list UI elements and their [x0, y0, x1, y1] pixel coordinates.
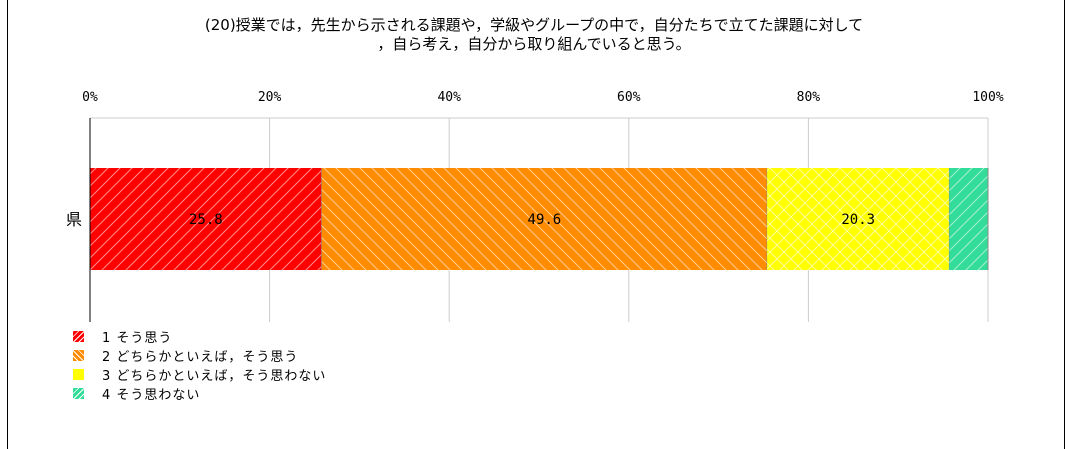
legend-item: 2 どちらかといえば，そう思う [73, 346, 326, 365]
category-label: 県 [66, 210, 82, 229]
x-tick-label: 60% [617, 90, 641, 105]
x-tick-label: 0% [82, 90, 98, 105]
bar-segment-hatch [949, 168, 988, 270]
x-tick-label: 20% [258, 90, 282, 105]
data-label: 49.6 [528, 212, 562, 228]
legend-swatch [73, 369, 84, 380]
legend-label: 1 そう思う [102, 331, 173, 346]
legend-item: 4 そう思わない [73, 384, 326, 403]
legend-label: 4 そう思わない [102, 388, 201, 403]
chart-title-line2: ，自ら考え，自分から取り組んでいると思う。 [377, 35, 691, 53]
data-label: 25.8 [189, 212, 223, 228]
data-label: 20.3 [841, 212, 875, 228]
x-tick-label: 40% [437, 90, 461, 105]
legend-item: 1 そう思う [73, 327, 326, 346]
chart-title-line1: (20)授業では，先生から示される課題や，学級やグループの中で，自分たちで立てた… [204, 16, 864, 34]
bar-segment-hatch [321, 168, 768, 270]
legend-label: 3 どちらかといえば，そう思わない [102, 369, 327, 384]
legend-swatch [73, 388, 84, 399]
legend-swatch [73, 331, 84, 342]
legend: 1 そう思う 2 どちらかといえば，そう思う 3 どちらかといえば，そう思わない 4 … [73, 327, 326, 403]
legend-item: 3 どちらかといえば，そう思わない [73, 365, 326, 384]
bar-segment-hatch [767, 168, 950, 270]
frame-border [7, 0, 1065, 449]
legend-swatch [73, 350, 84, 361]
x-tick-label: 80% [797, 90, 821, 105]
bar-segment-hatch [90, 168, 322, 270]
legend-label: 2 どちらかといえば，そう思う [102, 350, 299, 365]
x-tick-label: 100% [972, 90, 1003, 105]
